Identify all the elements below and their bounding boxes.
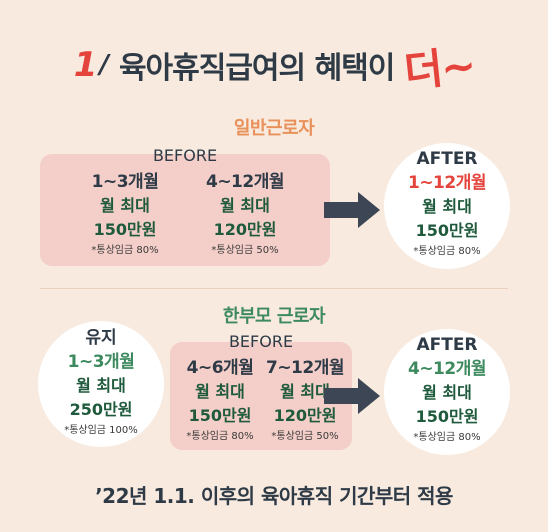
note: *통상임금 80% — [186, 431, 254, 442]
single-parent-after-circle — [384, 329, 510, 455]
max-label: 월 최대 — [220, 196, 270, 215]
section-divider — [40, 288, 508, 289]
general-before-col-2: 4~12개월 월 최대 120만원 *통상임금 50% — [190, 170, 300, 260]
single-parent-before-col-2: 7~12개월 월 최대 120만원 *통상임금 50% — [262, 356, 348, 446]
general-after-content: AFTER 1~12개월 월 최대 150만원 *통상임금 80% — [384, 147, 510, 261]
amount: 120만원 — [273, 406, 337, 425]
note: *통상임금 80% — [91, 245, 159, 256]
general-before-col-1: 1~3개월 월 최대 150만원 *통상임금 80% — [70, 170, 180, 260]
right-arrow-icon — [324, 192, 380, 228]
duration: 4~12개월 — [205, 172, 285, 192]
duration: 4~6개월 — [186, 358, 254, 378]
right-arrow-icon — [324, 378, 380, 414]
single-parent-keep-content: 유지 1~3개월 월 최대 250만원 *통상임금 100% — [38, 326, 164, 440]
after-label: AFTER — [416, 335, 478, 355]
single-parent-after-content: AFTER 4~12개월 월 최대 150만원 *통상임금 80% — [384, 333, 510, 447]
max-label: 월 최대 — [422, 383, 472, 402]
amount: 250만원 — [69, 400, 133, 419]
single-parent-before-label: BEFORE — [228, 332, 294, 351]
note: *통상임금 50% — [271, 431, 339, 442]
amount: 150만원 — [415, 407, 479, 426]
max-label: 월 최대 — [76, 376, 126, 395]
footer-note: ’22년 1.1. 이후의 육아휴직 기간부터 적용 — [95, 484, 453, 508]
note: *통상임금 80% — [413, 432, 481, 443]
amount: 150만원 — [93, 220, 157, 239]
section-label-single-parent: 한부모 근로자 — [222, 306, 326, 327]
title-slash: / — [99, 50, 109, 80]
general-before-label: BEFORE — [152, 146, 218, 165]
amount: 150만원 — [415, 221, 479, 240]
duration: 1~3개월 — [91, 172, 159, 192]
duration: 1~3개월 — [67, 352, 135, 372]
title-text: 육아휴직급여의 혜택이 — [118, 51, 395, 86]
after-label: AFTER — [416, 149, 478, 169]
max-label: 월 최대 — [100, 196, 150, 215]
single-parent-before-panel — [170, 342, 352, 450]
amount: 120만원 — [213, 220, 277, 239]
note: *통상임금 100% — [64, 425, 138, 436]
duration: 4~12개월 — [407, 359, 487, 379]
duration: 7~12개월 — [265, 358, 345, 378]
general-after-circle — [384, 143, 510, 269]
section-label-general: 일반근로자 — [233, 118, 315, 139]
general-before-panel — [40, 154, 330, 266]
title-accent: 더~ — [402, 39, 477, 96]
single-parent-before-col-1: 4~6개월 월 최대 150만원 *통상임금 80% — [178, 356, 262, 446]
max-label: 월 최대 — [280, 382, 330, 401]
amount: 150만원 — [188, 406, 252, 425]
note: *통상임금 50% — [211, 245, 279, 256]
duration: 1~12개월 — [407, 173, 487, 193]
note: *통상임금 80% — [413, 246, 481, 257]
title-number: 1 — [73, 45, 98, 85]
max-label: 월 최대 — [195, 382, 245, 401]
single-parent-keep-circle — [38, 321, 164, 447]
max-label: 월 최대 — [422, 197, 472, 216]
page-title: 1 / 육아휴직급여의 혜택이 더~ — [0, 30, 548, 100]
keep-label: 유지 — [85, 328, 117, 348]
